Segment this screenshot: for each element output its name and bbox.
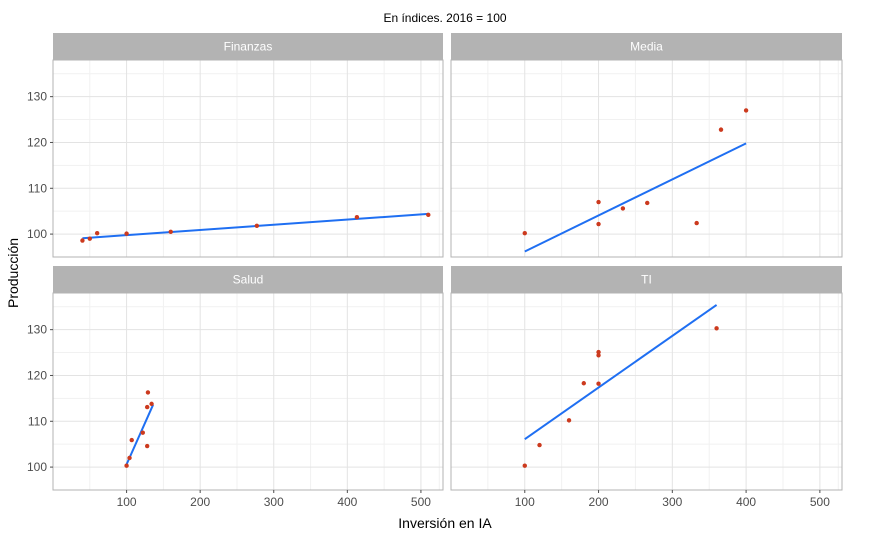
data-point xyxy=(149,401,154,407)
data-point xyxy=(124,231,129,236)
data-point xyxy=(743,108,749,113)
data-point xyxy=(718,127,724,132)
x-tick-label: 500 xyxy=(411,495,431,509)
data-point xyxy=(522,463,527,468)
y-tick-label: 100 xyxy=(27,460,47,474)
data-point xyxy=(87,236,92,241)
facet-strip xyxy=(53,266,443,293)
x-tick-label: 200 xyxy=(190,495,210,509)
data-point xyxy=(129,437,134,443)
data-point xyxy=(80,238,85,243)
data-point xyxy=(537,442,542,448)
data-point xyxy=(94,230,100,236)
data-point xyxy=(354,214,360,220)
panel-media: Media xyxy=(450,33,843,258)
x-tick-label: 100 xyxy=(515,495,535,509)
facet-strip xyxy=(451,266,842,293)
data-point xyxy=(522,230,527,236)
fit-line xyxy=(524,304,718,440)
data-point xyxy=(596,199,601,205)
x-axis-title: Inversión en IA xyxy=(398,515,492,531)
data-point xyxy=(426,212,431,218)
panel-background xyxy=(53,60,443,257)
data-point xyxy=(596,349,601,355)
data-point xyxy=(127,455,132,461)
data-point xyxy=(645,200,650,206)
x-tick-label: 300 xyxy=(662,495,682,509)
y-tick-label: 120 xyxy=(27,368,47,382)
facet-strip-label: Salud xyxy=(233,273,264,287)
y-axis-title: Producción xyxy=(5,238,21,308)
data-point xyxy=(145,390,151,395)
y-tick-label: 110 xyxy=(28,181,47,195)
fit-line xyxy=(524,142,747,253)
panel-background xyxy=(53,293,443,490)
data-point xyxy=(124,463,129,468)
data-point xyxy=(144,404,150,410)
data-point xyxy=(596,353,601,358)
facet-strip-label: Finanzas xyxy=(224,40,273,54)
x-tick-label: 200 xyxy=(589,495,609,509)
data-point xyxy=(714,326,719,331)
facet-strip-label: Media xyxy=(630,40,663,54)
facet-strip xyxy=(451,33,842,60)
data-point xyxy=(694,220,699,226)
x-tick-label: 500 xyxy=(810,495,830,509)
facet-strip xyxy=(53,33,443,60)
chart-subtitle: En índices. 2016 = 100 xyxy=(383,11,506,25)
data-point xyxy=(620,206,626,211)
panel-background xyxy=(451,60,842,257)
fit-line xyxy=(125,404,154,465)
y-tick-label: 110 xyxy=(28,414,47,428)
panel-ti: TI 100 200 300 400 500 xyxy=(450,266,843,509)
x-tick-label: 300 xyxy=(264,495,284,509)
y-tick-label: 130 xyxy=(27,323,47,337)
panel-border xyxy=(450,59,843,258)
facet-strip-label: TI xyxy=(641,273,652,287)
panel-border xyxy=(52,292,444,491)
data-point xyxy=(581,381,586,386)
panel-background xyxy=(451,293,842,490)
x-tick-label: 100 xyxy=(117,495,137,509)
x-tick-label: 400 xyxy=(337,495,357,509)
panel-border xyxy=(450,292,843,491)
panel-salud: Salud 100 110 120 130 100 200 300 400 500 xyxy=(27,266,444,509)
data-point xyxy=(596,221,601,227)
data-point xyxy=(254,223,260,229)
panel-border xyxy=(52,59,444,258)
y-tick-label: 130 xyxy=(27,90,47,104)
y-tick-label: 100 xyxy=(27,227,47,241)
data-point xyxy=(140,430,145,435)
data-point xyxy=(596,381,601,386)
facet-panels: Finanzas 100 110 120 130 Media Salud 100 110 120 1… xyxy=(27,33,843,509)
data-point xyxy=(566,418,572,423)
y-tick-label: 120 xyxy=(27,135,47,149)
x-tick-label: 400 xyxy=(736,495,756,509)
data-point xyxy=(168,229,173,235)
data-point xyxy=(144,443,150,449)
panel-finanzas: Finanzas 100 110 120 130 xyxy=(27,33,444,258)
